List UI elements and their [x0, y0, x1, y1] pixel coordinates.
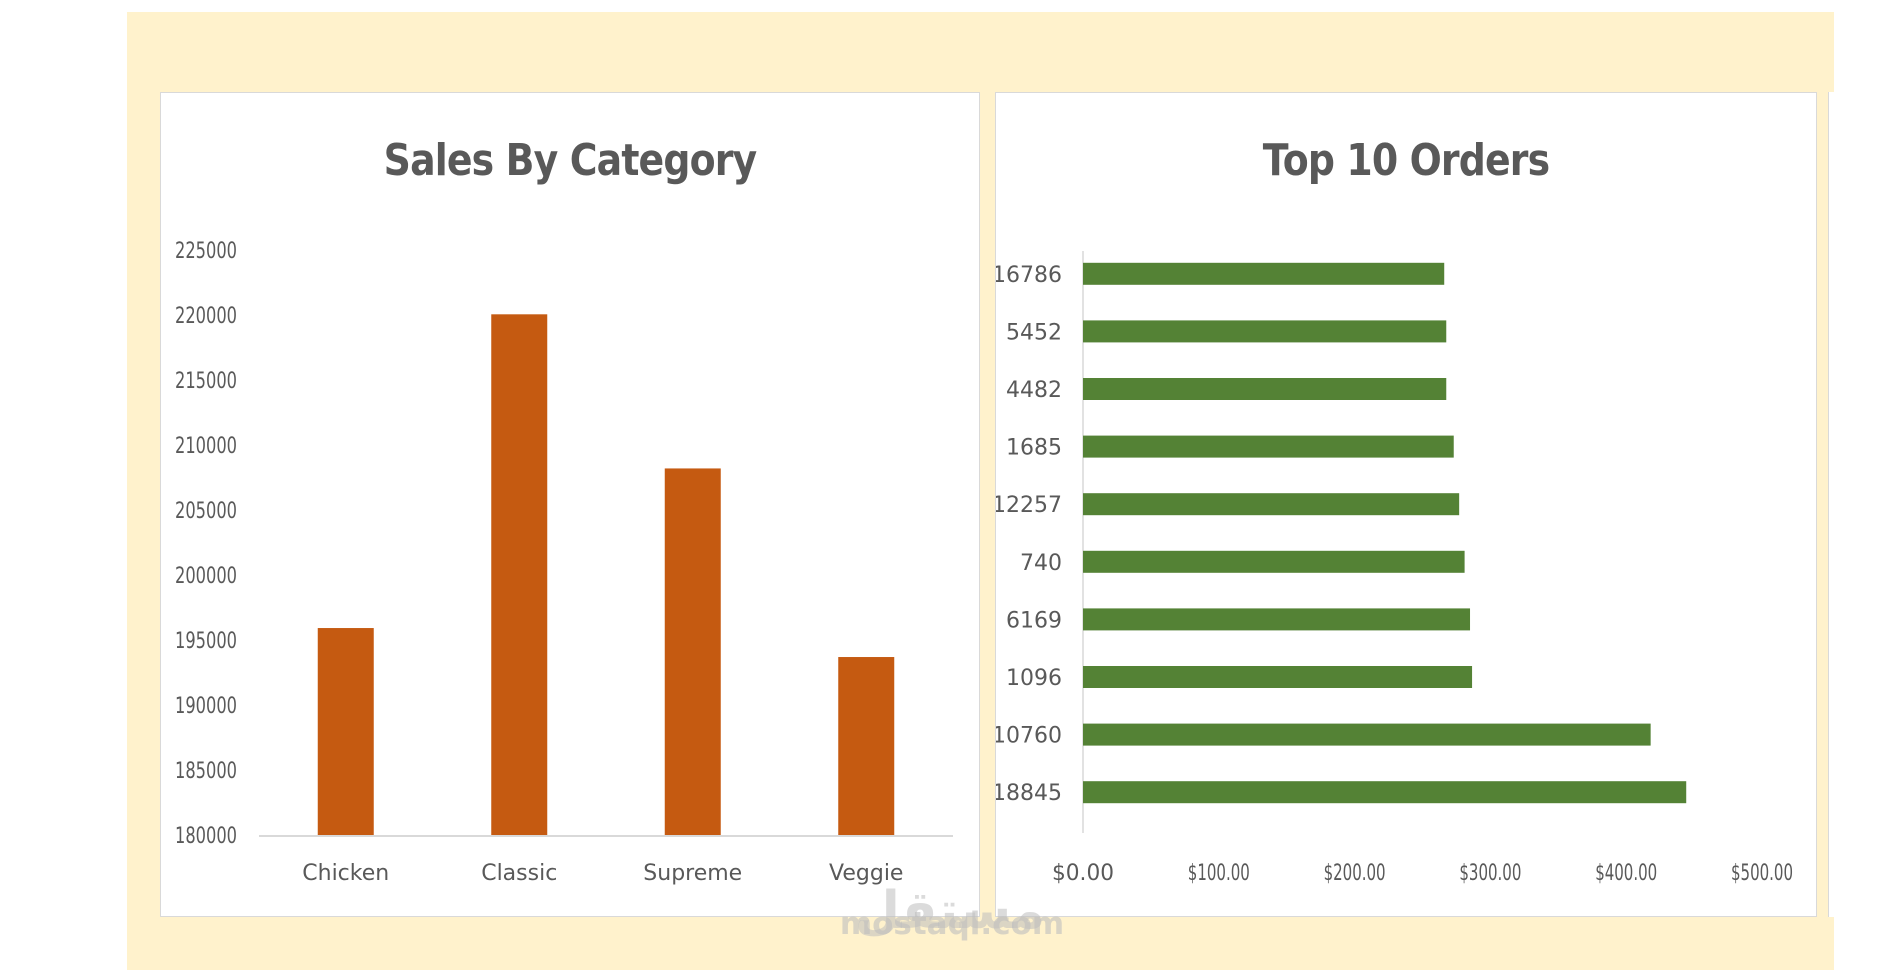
x-tick-label: $100.00 [1188, 861, 1250, 886]
bar-chicken [317, 628, 374, 835]
y-tick-label: 16786 [996, 263, 1062, 288]
watermark-text: mostaql.com [839, 906, 1065, 942]
y-tick-label: 10760 [996, 724, 1062, 749]
y-tick-label: 1685 [1006, 436, 1062, 461]
x-tick-label: Classic [481, 861, 557, 886]
x-tick-label: Veggie [829, 861, 903, 886]
bar-order-12257 [1083, 493, 1460, 516]
y-tick-label: 6169 [1006, 608, 1062, 633]
x-tick-label: Supreme [643, 861, 742, 886]
x-tick-label: $500.00 [1731, 861, 1793, 886]
bar-order-18845 [1083, 781, 1687, 804]
x-tick-label: $400.00 [1595, 861, 1657, 886]
y-tick-label: 12257 [996, 493, 1062, 518]
x-tick-label: $300.00 [1459, 861, 1521, 886]
bar-order-740 [1083, 550, 1465, 573]
y-tick-label: 18845 [996, 781, 1062, 806]
top-10-orders-plot: 16786 5452 4482 1685 12257 740 6169 1096 10760 18… [996, 251, 1793, 886]
bar-order-1096 [1083, 666, 1473, 688]
chart-title: Top 10 Orders [1262, 135, 1550, 186]
chart-title: Sales By Category [383, 135, 758, 186]
y-tick-label: 220000 [175, 304, 237, 329]
y-tick-label: 185000 [175, 759, 237, 784]
bar-order-4482 [1083, 378, 1447, 400]
y-tick-label: 215000 [175, 369, 237, 394]
y-tick-label: 200000 [175, 564, 237, 589]
bar-order-1685 [1083, 435, 1454, 458]
y-tick-label: 205000 [175, 499, 237, 524]
y-tick-label: 195000 [175, 629, 237, 654]
y-tick-label: 4482 [1006, 378, 1062, 403]
bar-veggie [838, 657, 895, 835]
x-tick-label: Chicken [302, 861, 389, 886]
y-tick-label: 225000 [175, 239, 237, 264]
watermark-logo: مستقل [855, 881, 1045, 941]
sales-by-category-plot: 180000 185000 190000 195000 200000 205000 2100… [175, 239, 953, 886]
adjacent-panel-edge [1828, 92, 1835, 917]
bar-order-5452 [1083, 320, 1447, 343]
bar-order-6169 [1083, 608, 1471, 631]
y-tick-label: 190000 [175, 694, 237, 719]
y-tick-label: 740 [1020, 551, 1062, 576]
x-tick-label: $0.00 [1052, 861, 1114, 886]
bar-classic [491, 314, 548, 835]
bar-order-10760 [1083, 723, 1651, 746]
watermark-arabic: مستقل [855, 881, 1045, 941]
y-tick-label: 180000 [175, 824, 237, 849]
x-tick-label: $200.00 [1324, 861, 1386, 886]
bar-supreme [664, 468, 721, 835]
top-10-orders-chart: Top 10 Orders 16786 5452 4482 1685 12257 740 6… [995, 92, 1817, 917]
y-tick-label: 5452 [1006, 320, 1062, 345]
bar-order-16786 [1083, 262, 1445, 285]
y-tick-label: 210000 [175, 434, 237, 459]
y-tick-label: 1096 [1006, 666, 1062, 691]
sales-by-category-chart: Sales By Category 180000 185000 190000 1950… [160, 92, 980, 917]
